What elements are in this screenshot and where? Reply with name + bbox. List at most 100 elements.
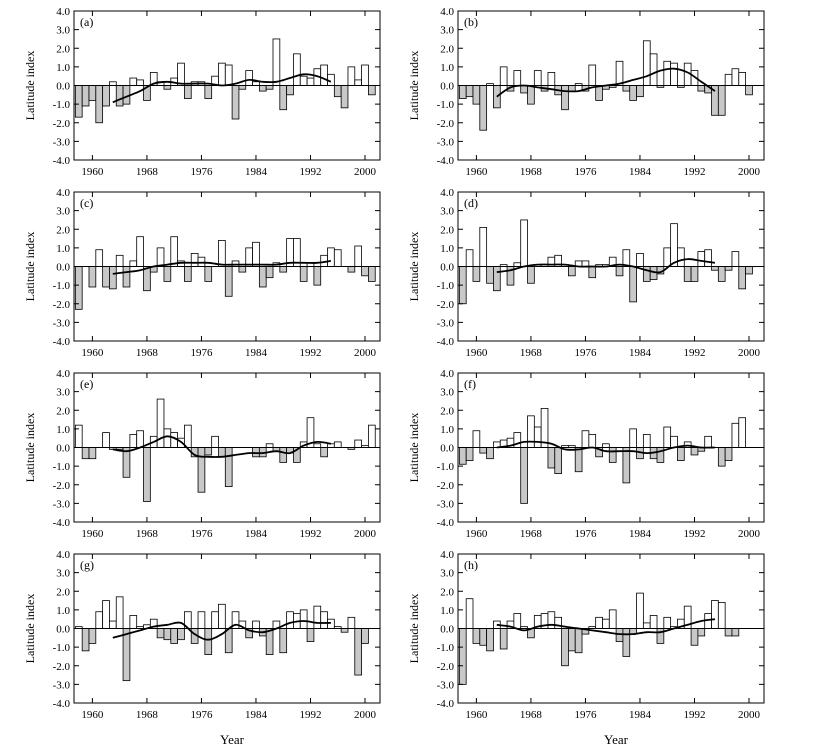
bars [458,219,760,305]
x-tick-label: 1968 [136,347,159,359]
bar [265,443,274,448]
panel-5: -4.0 -3.0 -2.0 -1.0 0.0 1.0 2.0 3.0 4.0 1960 1968 1… [23,368,381,540]
x-tick-label: 1992 [683,709,705,721]
bar [279,85,288,111]
bar [568,628,576,652]
bar [547,72,556,86]
y-tick-label: 3.0 [440,387,454,399]
bar [81,447,90,460]
bar [670,62,678,86]
smooth-curve [112,260,332,275]
y-tick-label: -3.0 [53,136,71,148]
bar [286,85,294,96]
y-tick-label: 2.0 [56,405,70,417]
bar [731,628,740,637]
bar [465,598,474,629]
panel-label: (a) [80,15,93,29]
y-tick-label: -3.0 [437,679,455,691]
bar [745,266,753,275]
bar [581,430,590,448]
bar [95,249,104,267]
bar [211,611,219,629]
bar [711,600,719,629]
smooth-curve [112,73,332,104]
bar [299,266,308,282]
bar [279,266,288,273]
panels: -4.0 -3.0 -2.0 -1.0 0.0 1.0 2.0 3.0 4.0 1960 1968 1… [23,6,765,721]
y-tick-label: 0.0 [440,624,454,636]
y-tick-label: -1.0 [53,280,71,292]
bar [224,64,233,86]
bar [204,85,213,99]
y-tick-label: -2.0 [53,299,71,311]
x-tick-label: 1976 [574,528,597,540]
y-tick-label: 1.0 [56,62,70,74]
y-axis-label: Latitude index [407,232,421,302]
bar [472,628,481,644]
bar [745,85,753,96]
y-tick-label: 3.0 [440,25,454,37]
x-tick-label: 1984 [245,347,268,359]
bar [286,611,294,629]
x-tick-label: 1992 [299,347,321,359]
bar [238,266,247,273]
y-tick-label: 3.0 [56,568,70,580]
bar [588,64,597,86]
bar [211,435,219,448]
bar [170,628,178,644]
smooth-curve [112,435,332,458]
bar [361,266,369,277]
bar [697,251,706,267]
x-tick-label: 1968 [520,709,543,721]
bar [622,249,631,267]
bar [602,618,610,629]
y-axis-label: Latitude index [407,594,421,664]
bar [499,66,508,86]
bar [472,430,481,448]
bar [265,628,274,655]
bar [279,628,288,654]
bar [458,447,467,465]
y-tick-label: 2.0 [56,224,70,236]
bar [486,628,494,652]
bar [218,603,226,629]
y-tick-label: 4.0 [440,187,454,199]
x-tick-label: 1976 [190,528,213,540]
smooth-curve [112,620,331,641]
bar [224,447,233,488]
panel-2: -4.0 -3.0 -2.0 -1.0 0.0 1.0 2.0 3.0 4.0 1960 1968 1… [407,6,765,178]
y-tick-label: 2.0 [440,405,454,417]
bar [649,615,658,629]
bar [520,219,528,267]
bar [738,72,747,86]
y-tick-label: -1.0 [437,461,455,473]
bar [197,447,206,493]
x-tick-label: 1984 [629,709,652,721]
x-tick-label: 1960 [81,709,104,721]
panel-7: -4.0 -3.0 -2.0 -1.0 0.0 1.0 2.0 3.0 4.0 1960 1968 1… [23,549,381,721]
bar [143,447,151,502]
y-tick-label: 1.0 [440,243,454,255]
bar [615,60,624,86]
y-tick-label: 3.0 [440,568,454,580]
bar [102,432,110,448]
bar [156,628,165,639]
bar [683,266,692,282]
y-tick-label: -2.0 [53,118,71,130]
bar [663,60,672,86]
bar [629,428,637,448]
bar [499,628,508,650]
y-tick-label: -3.0 [53,679,71,691]
x-tick-label: 1992 [683,166,705,178]
x-tick-label: 2000 [354,709,377,721]
bar [361,64,369,86]
y-axis-label: Latitude index [23,413,37,483]
bar [513,262,522,267]
y-tick-label: -1.0 [53,461,71,473]
bar [327,443,335,448]
bar [479,628,488,646]
bar [636,592,644,629]
bar [368,85,376,96]
bar [513,70,522,86]
bar [724,73,733,86]
